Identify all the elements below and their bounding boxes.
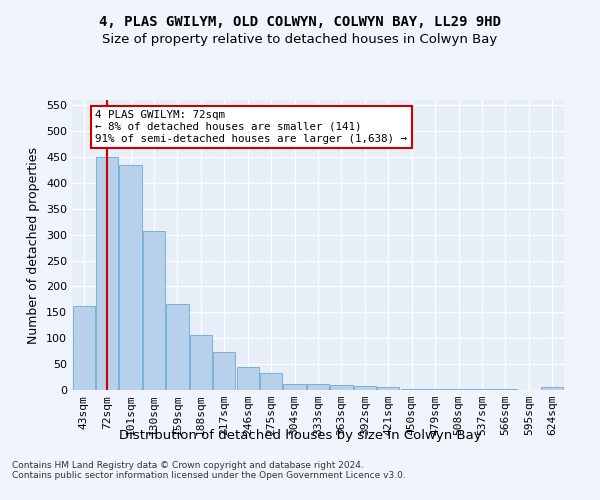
Bar — [424, 389, 446, 390]
Bar — [260, 373, 282, 390]
Bar — [541, 388, 563, 390]
Bar — [166, 304, 188, 390]
Y-axis label: Number of detached properties: Number of detached properties — [28, 146, 40, 344]
Bar — [119, 164, 142, 390]
Bar — [354, 386, 376, 390]
Bar — [143, 231, 165, 390]
Bar — [401, 389, 423, 390]
Bar — [236, 366, 259, 390]
Bar — [73, 306, 95, 390]
Bar — [331, 386, 353, 390]
Text: Contains HM Land Registry data © Crown copyright and database right 2024.
Contai: Contains HM Land Registry data © Crown c… — [12, 460, 406, 480]
Text: 4 PLAS GWILYM: 72sqm
← 8% of detached houses are smaller (141)
91% of semi-detac: 4 PLAS GWILYM: 72sqm ← 8% of detached ho… — [95, 110, 407, 144]
Bar — [96, 157, 118, 390]
Text: Size of property relative to detached houses in Colwyn Bay: Size of property relative to detached ho… — [103, 32, 497, 46]
Text: Distribution of detached houses by size in Colwyn Bay: Distribution of detached houses by size … — [119, 428, 481, 442]
Bar — [190, 335, 212, 390]
Bar — [283, 384, 305, 390]
Bar — [377, 388, 400, 390]
Bar — [307, 384, 329, 390]
Text: 4, PLAS GWILYM, OLD COLWYN, COLWYN BAY, LL29 9HD: 4, PLAS GWILYM, OLD COLWYN, COLWYN BAY, … — [99, 15, 501, 29]
Bar — [213, 352, 235, 390]
Bar — [448, 389, 470, 390]
